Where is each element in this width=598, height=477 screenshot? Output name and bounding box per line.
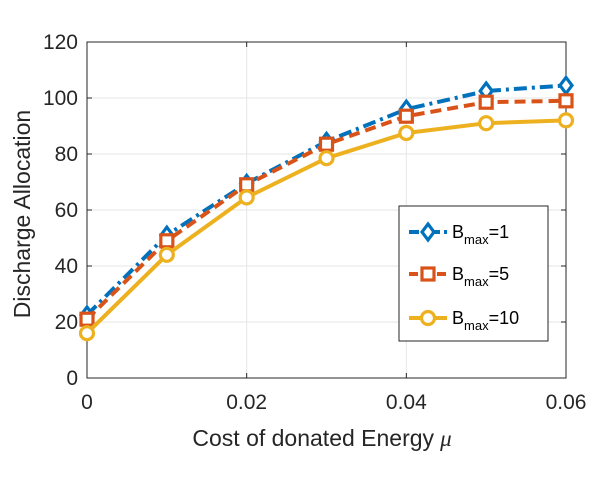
legend-item-2: Bmax=5 — [409, 264, 509, 289]
y-tick-label: 20 — [55, 311, 78, 334]
data-point-marker — [79, 311, 95, 327]
legend-item-1: Bmax=1 — [409, 221, 509, 247]
y-tick-label: 80 — [55, 143, 78, 166]
data-point-marker — [318, 136, 335, 152]
data-series — [78, 74, 575, 342]
data-point-marker — [318, 150, 335, 167]
legend-label: Bmax=10 — [452, 308, 519, 333]
series-3 — [78, 112, 575, 342]
data-point-marker — [238, 189, 255, 206]
data-point-marker — [239, 177, 255, 193]
data-point-marker — [159, 233, 175, 249]
data-point-marker — [478, 115, 495, 132]
legend-marker — [420, 266, 436, 282]
y-axis-label: Discharge Allocation — [9, 110, 35, 318]
x-axis-label-text: Cost of donated Energy — [192, 425, 434, 451]
axis-ticks: 0 20 40 60 80 100 120 0 0.02 0.04 0.06 — [43, 31, 586, 414]
series-2 — [79, 93, 574, 327]
y-tick-label: 100 — [43, 87, 78, 110]
data-point-marker — [558, 93, 574, 109]
x-tick-label: 0.06 — [546, 391, 587, 414]
legend-marker — [420, 221, 436, 243]
data-point-marker — [557, 112, 575, 129]
x-axis-label: Cost of donated Energy μ — [192, 425, 451, 451]
data-point-marker — [398, 108, 414, 124]
x-tick-label: 0.02 — [226, 391, 267, 414]
y-tick-label: 60 — [55, 199, 78, 222]
x-axis-label-symbol: μ — [439, 426, 452, 451]
y-tick-label: 40 — [55, 255, 78, 278]
data-point-marker — [398, 124, 415, 142]
legend-label: Bmax=1 — [452, 222, 509, 247]
data-point-marker — [78, 325, 96, 342]
y-tick-label: 0 — [66, 367, 78, 390]
data-point-marker — [158, 246, 175, 263]
y-tick-label: 120 — [43, 31, 78, 54]
data-point-marker — [478, 94, 494, 110]
legend-item-3: Bmax=10 — [409, 308, 519, 333]
legend: Bmax=1 Bmax=5 Bmax=10 — [398, 205, 549, 342]
x-tick-label: 0.04 — [386, 391, 427, 414]
data-point-marker — [558, 74, 574, 97]
x-tick-label: 0 — [81, 391, 93, 414]
legend-label: Bmax=5 — [452, 264, 509, 289]
legend-marker — [419, 309, 437, 327]
